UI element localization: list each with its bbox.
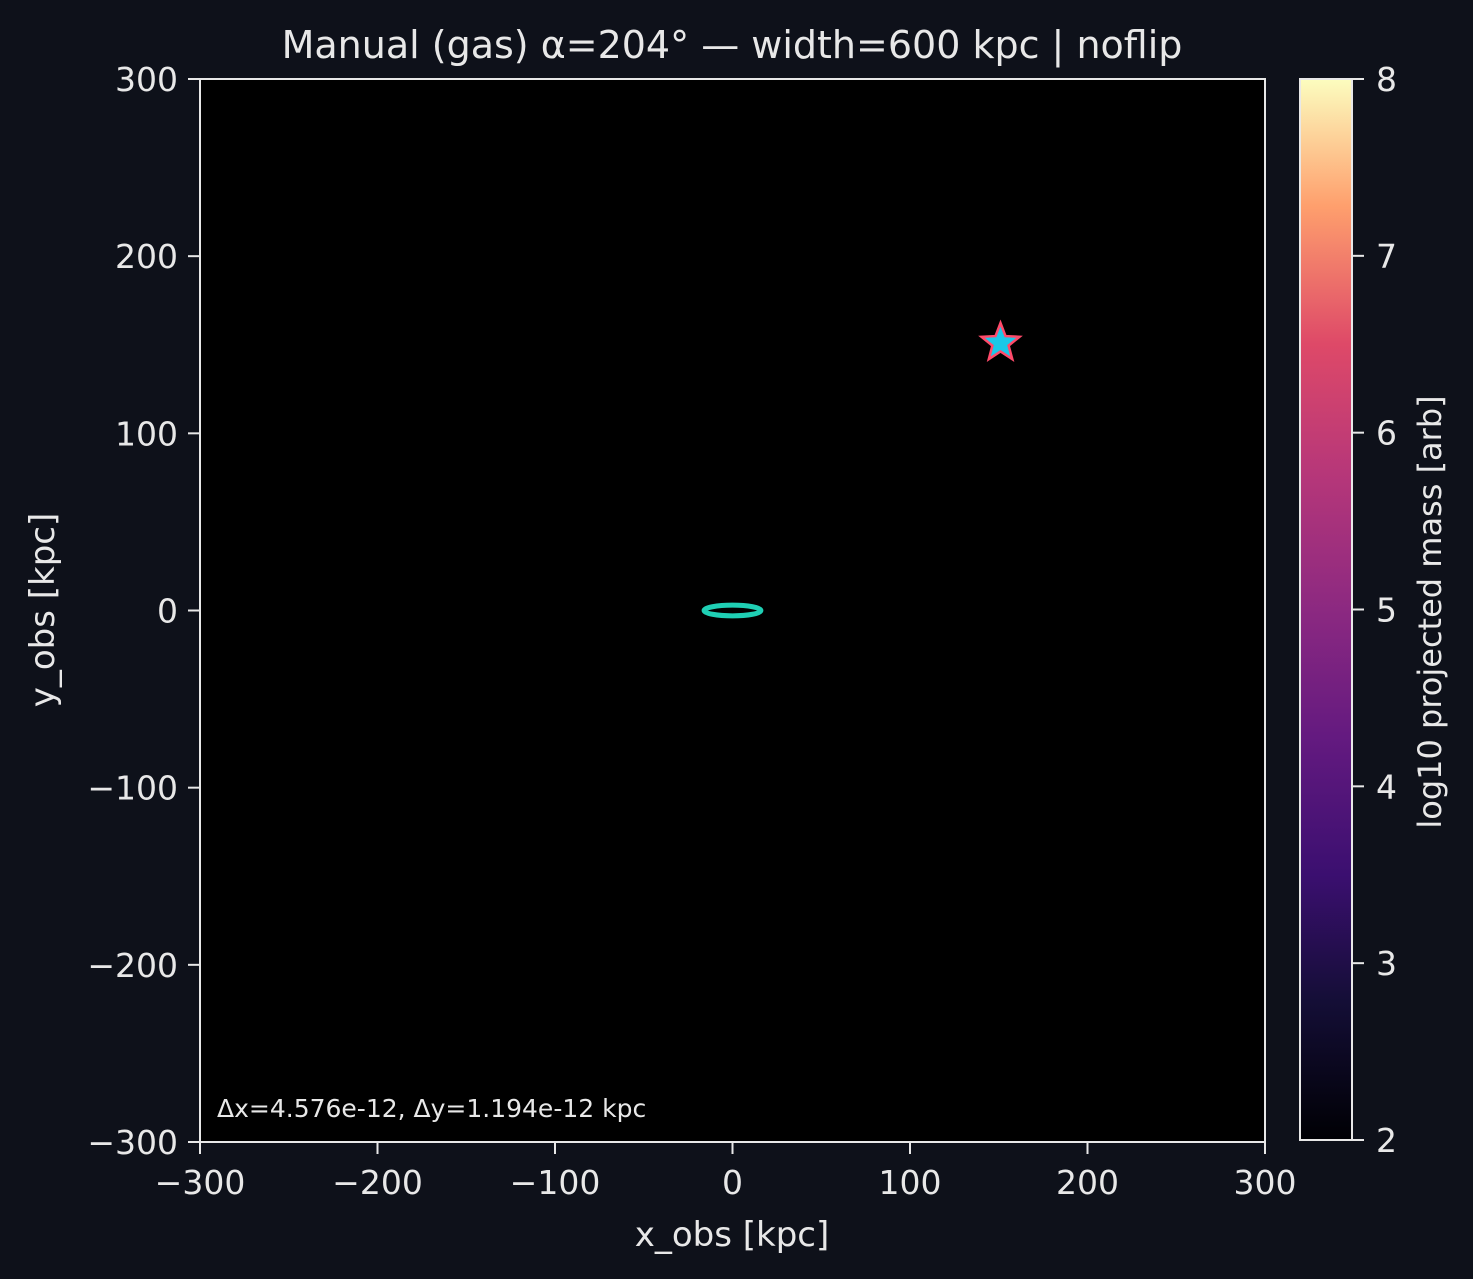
y-tick-label: −200 bbox=[87, 946, 178, 985]
y-axis-ticks: −300 −200 −100 0 100 200 300 bbox=[87, 60, 200, 1162]
colorbar-tick-label: 3 bbox=[1376, 944, 1397, 983]
colorbar-tick-label: 6 bbox=[1376, 414, 1397, 453]
x-axis-label: x_obs [kpc] bbox=[635, 1215, 830, 1255]
x-tick-label: −300 bbox=[155, 1163, 246, 1202]
y-tick-label: −100 bbox=[87, 769, 178, 808]
colorbar-label: log10 projected mass [arb] bbox=[1411, 395, 1449, 828]
x-tick-label: −100 bbox=[510, 1163, 601, 1202]
offset-annotation: Δx=4.576e-12, Δy=1.194e-12 kpc bbox=[217, 1094, 646, 1123]
colorbar-ticks: 2 3 4 5 6 7 8 bbox=[1352, 60, 1397, 1160]
y-tick-label: 200 bbox=[115, 237, 178, 276]
x-tick-label: 200 bbox=[1056, 1163, 1119, 1202]
y-tick-label: 100 bbox=[115, 414, 178, 453]
y-axis-label: y_obs [kpc] bbox=[23, 513, 63, 708]
center-ellipse-marker bbox=[701, 602, 764, 619]
y-tick-label: −300 bbox=[87, 1123, 178, 1162]
x-tick-label: 0 bbox=[722, 1163, 743, 1202]
colorbar bbox=[1299, 78, 1353, 1141]
x-tick-label: 100 bbox=[879, 1163, 942, 1202]
chart-title: Manual (gas) α=204° — width=600 kpc | no… bbox=[282, 23, 1183, 68]
colorbar-tick-label: 2 bbox=[1376, 1121, 1397, 1160]
x-tick-label: −200 bbox=[332, 1163, 423, 1202]
star-marker bbox=[978, 319, 1023, 363]
y-tick-label: 300 bbox=[115, 60, 178, 99]
x-tick-label: 300 bbox=[1234, 1163, 1297, 1202]
colorbar-tick-label: 4 bbox=[1376, 767, 1397, 806]
data-marks bbox=[701, 319, 1023, 619]
y-tick-label: 0 bbox=[157, 592, 178, 631]
colorbar-tick-label: 7 bbox=[1376, 237, 1397, 276]
colorbar-tick-label: 8 bbox=[1376, 60, 1397, 99]
x-axis-ticks: −300 −200 −100 0 100 200 300 bbox=[155, 1142, 1297, 1202]
plot-area bbox=[200, 79, 1265, 1142]
colorbar-tick-label: 5 bbox=[1376, 591, 1397, 630]
